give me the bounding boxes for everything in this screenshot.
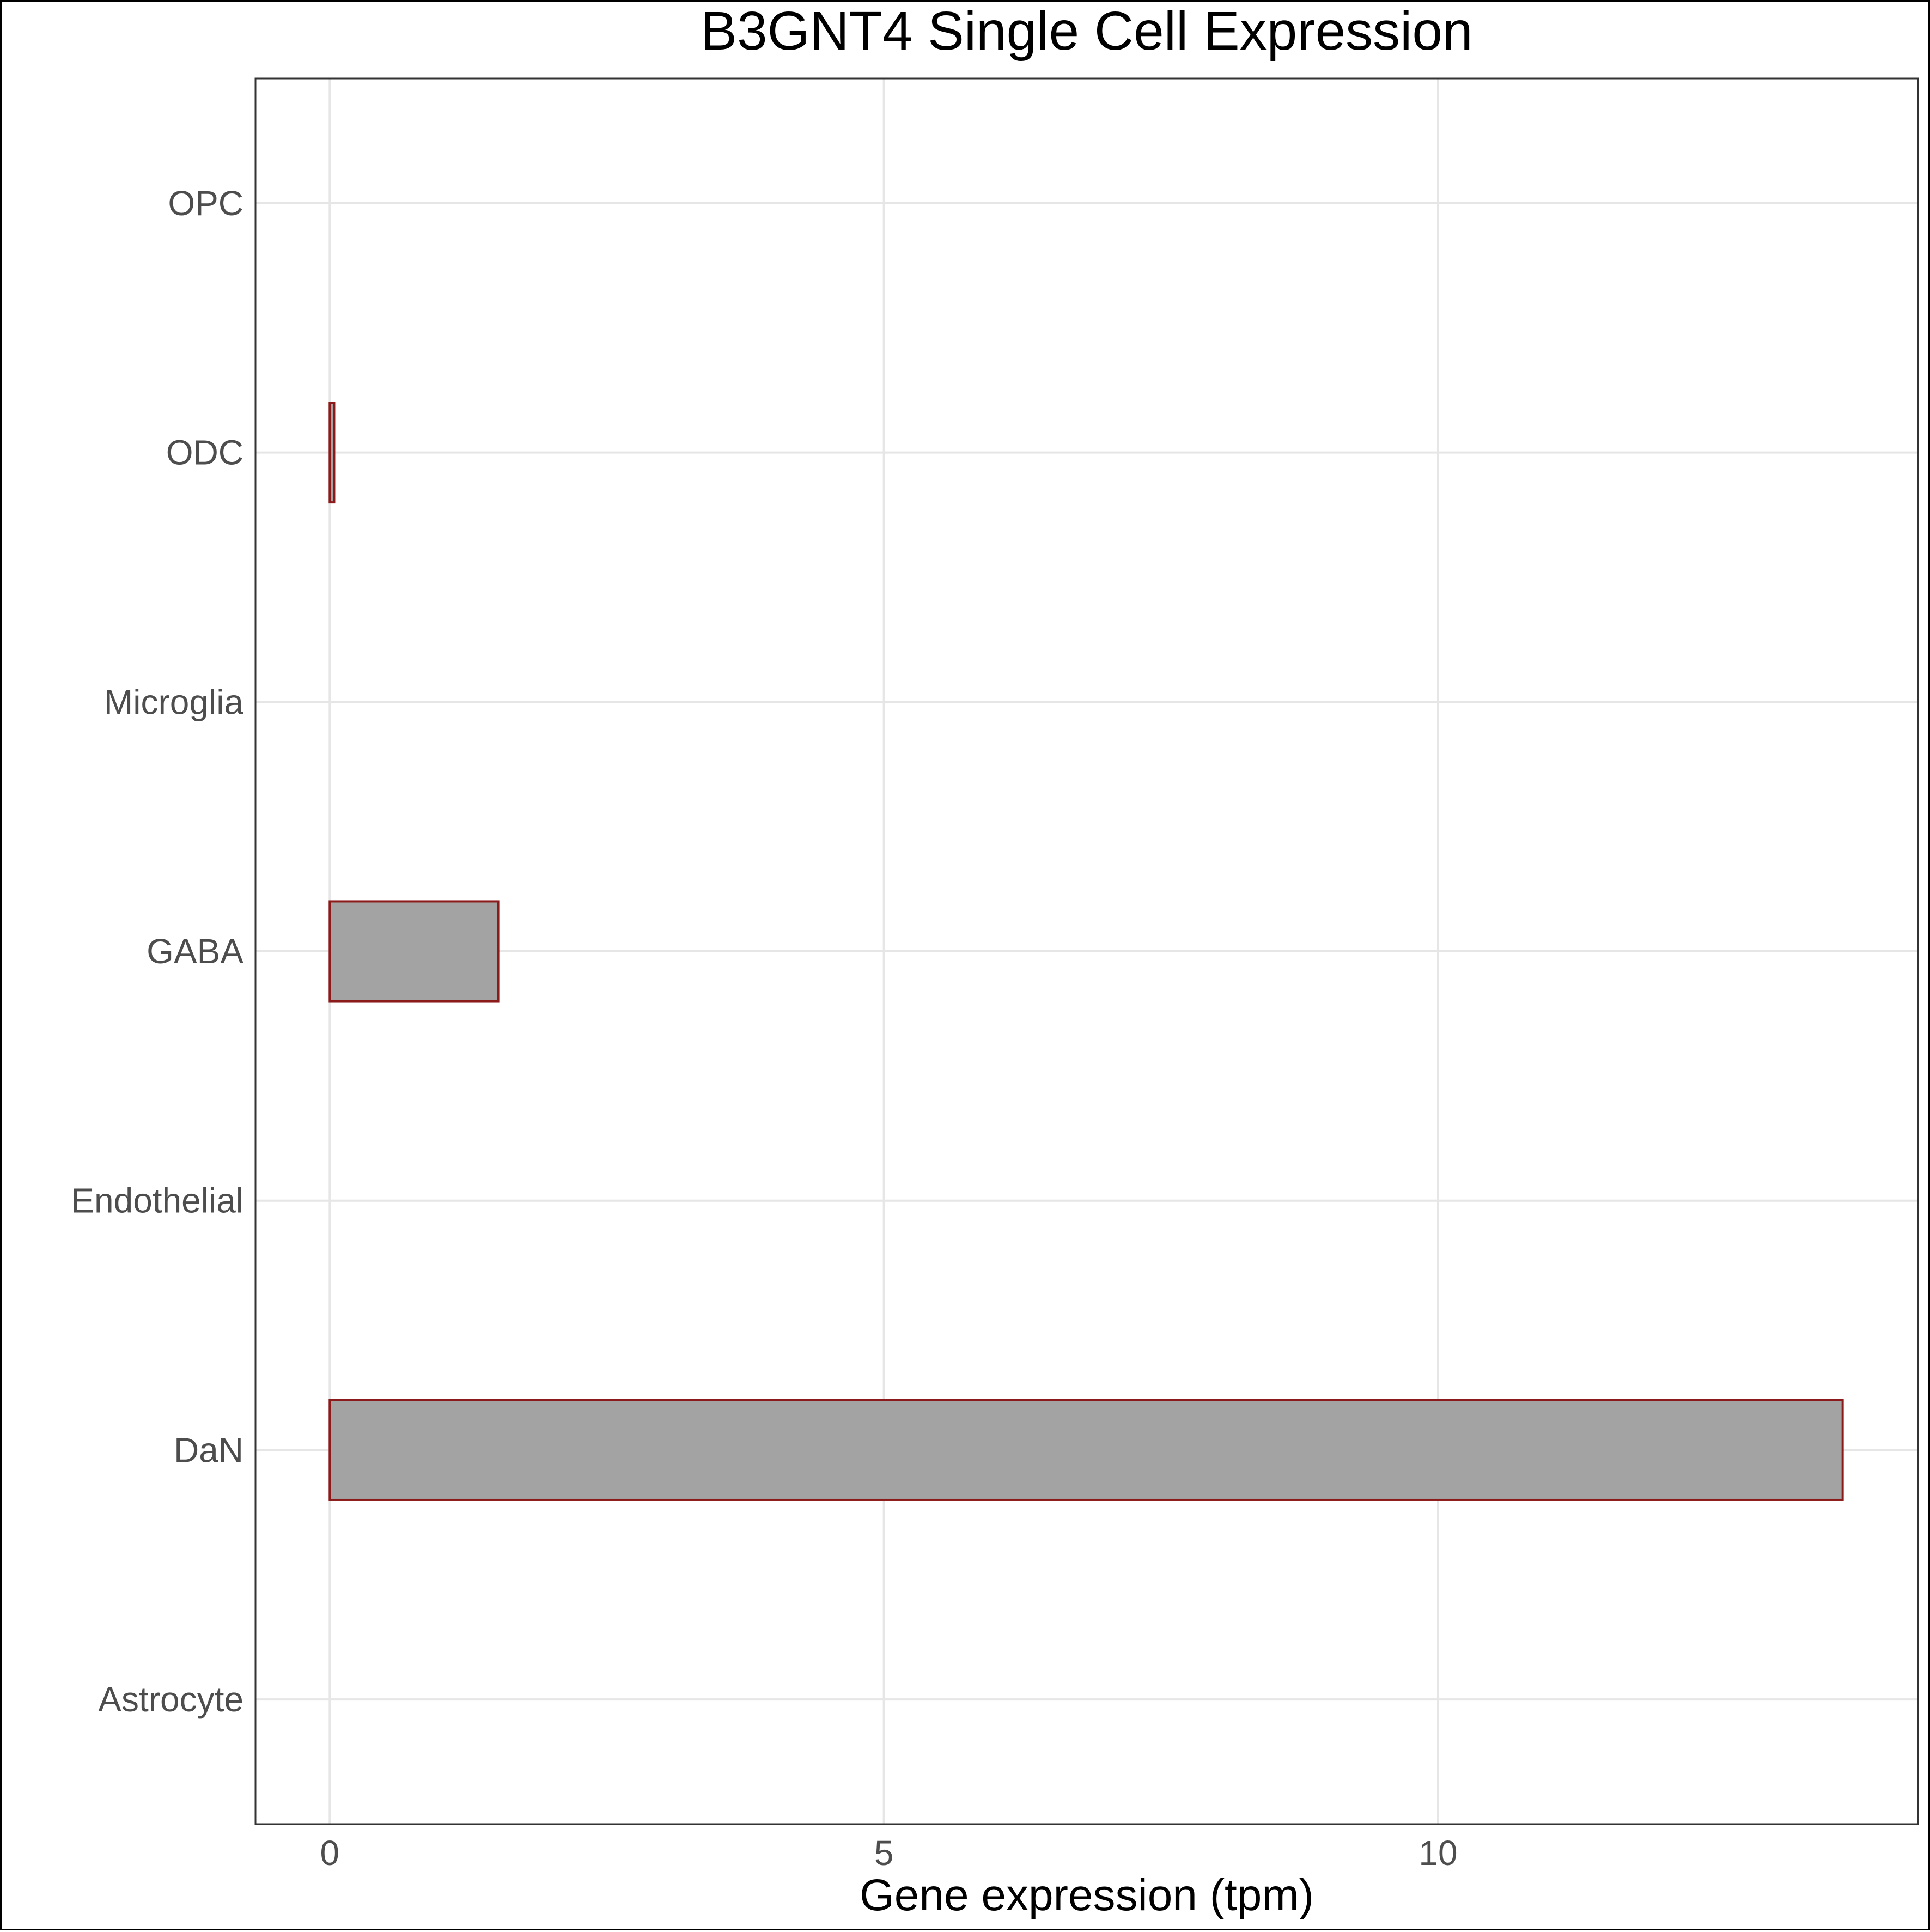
bar-odc: [328, 402, 336, 504]
x-tick-label-0: 0: [320, 1833, 340, 1873]
y-tick-label-endothelial: Endothelial: [71, 1181, 243, 1220]
chart-title: B3GNT4 Single Cell Expression: [701, 2, 1472, 62]
x-axis-tick-labels: 0 5 10: [320, 1833, 1458, 1873]
bar-gaba: [328, 900, 500, 1003]
y-tick-label-microglia: Microglia: [104, 682, 243, 721]
gridlines: [255, 78, 1918, 1824]
y-tick-label-astrocyte: Astrocyte: [98, 1680, 243, 1719]
plot-panel-border: [254, 77, 1919, 1825]
y-tick-label-dan: DaN: [174, 1430, 243, 1469]
y-axis-tick-labels: Astrocyte DaN Endothelial GABA Microglia ODC O…: [71, 184, 243, 1719]
bar-dan: [328, 1399, 1844, 1501]
x-axis-title: Gene expression (tpm): [860, 1870, 1314, 1920]
y-tick-label-odc: ODC: [166, 433, 243, 472]
y-tick-label-gaba: GABA: [147, 932, 243, 971]
bars: [328, 402, 1844, 1501]
x-tick-label-2: 10: [1418, 1833, 1457, 1873]
y-tick-label-opc: OPC: [168, 184, 243, 223]
x-tick-label-1: 5: [874, 1833, 894, 1873]
